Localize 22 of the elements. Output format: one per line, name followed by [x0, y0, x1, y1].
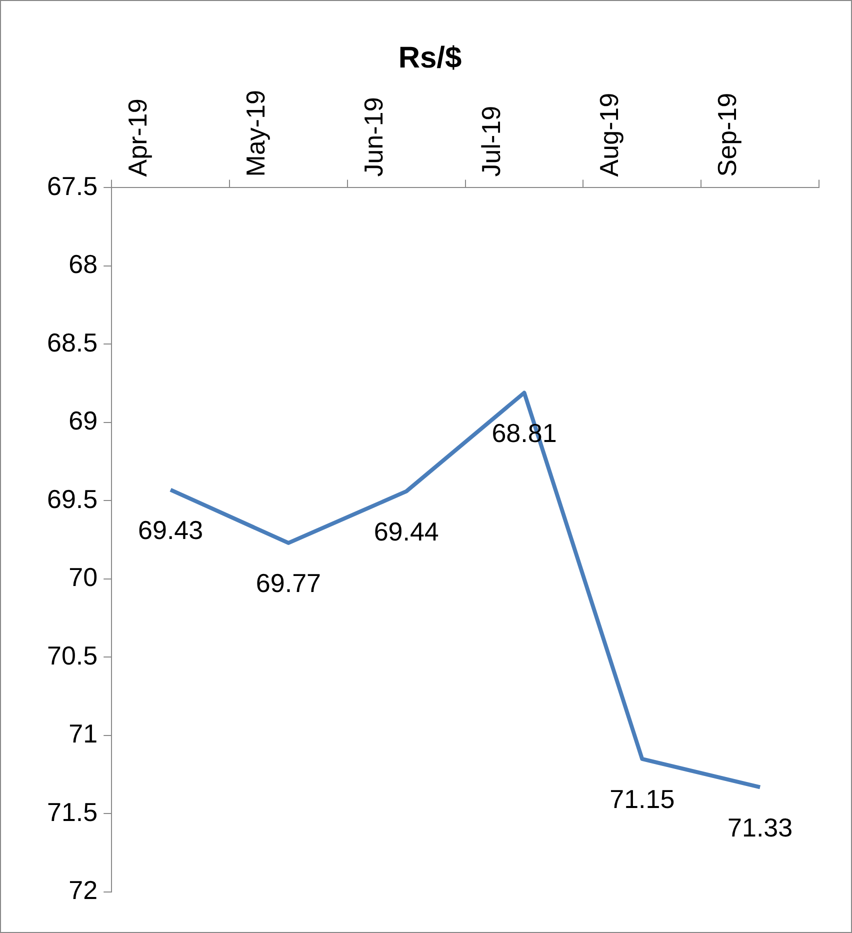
y-tick-label: 68.5 [46, 327, 98, 358]
x-tick-label: Apr-19 [122, 98, 153, 177]
x-tick-label: Jul-19 [476, 106, 506, 177]
x-tick-label: Jun-19 [358, 97, 388, 177]
x-tick-label: May-19 [240, 90, 270, 177]
y-tick-label: 71 [68, 718, 98, 749]
chart-title: Rs/$ [398, 41, 462, 74]
data-label: 69.77 [256, 568, 321, 598]
y-tick-label: 70.5 [46, 640, 98, 670]
data-label: 69.43 [138, 514, 204, 545]
y-tick-label: 69 [68, 406, 98, 436]
y-tick-label: 68 [68, 249, 98, 280]
y-tick-label: 71.5 [46, 796, 98, 827]
y-tick-label: 69.5 [46, 484, 98, 514]
x-tick-label: Aug-19 [594, 92, 624, 177]
data-label: 71.33 [728, 812, 793, 842]
y-tick-label: 70 [68, 562, 98, 592]
y-tick-label: 72 [68, 875, 98, 906]
data-label: 71.15 [610, 784, 675, 814]
y-tick-label: 67.5 [46, 170, 98, 201]
data-label: 69.44 [374, 516, 439, 546]
x-tick-label: Sep-19 [712, 92, 742, 177]
